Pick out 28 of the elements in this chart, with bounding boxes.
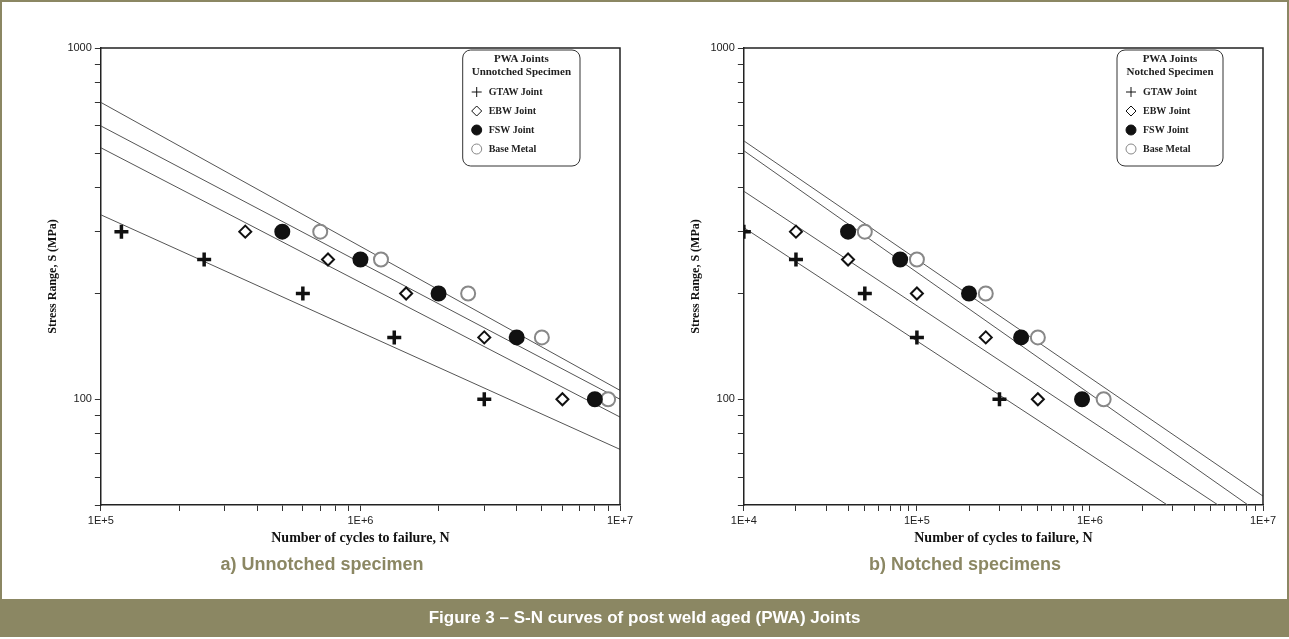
y-axis-title: Stress Range, S (MPa)	[688, 219, 703, 334]
x-tick-label: 1E+5	[903, 513, 930, 526]
legend-title: PWA Joints Unnotched Specimen	[471, 51, 571, 77]
caption: Figure 3 – S-N curves of post weld aged (PWA) Joints	[428, 608, 861, 628]
y-tick-label: 1000	[710, 41, 735, 54]
y-tick-label: 100	[73, 392, 92, 405]
legend-label: FSW Joint	[1143, 123, 1190, 135]
legend-label: EBW Joint	[1143, 104, 1192, 116]
legend-label: GTAW Joint	[1143, 85, 1198, 97]
y-tick-label: 100	[716, 392, 735, 405]
legend-label: EBW Joint	[488, 104, 537, 116]
x-tick-label: 1E+7	[607, 513, 633, 526]
x-axis-title: Number of cycles to failure, N	[914, 530, 1093, 546]
legend-label: Base Metal	[488, 142, 537, 154]
legend-title: PWA Joints Notched Specimen	[1126, 51, 1214, 77]
x-tick-label: 1E+5	[87, 513, 114, 526]
x-tick-label: 1E+6	[1076, 513, 1103, 526]
y-axis-title: Stress Range, S (MPa)	[45, 219, 60, 334]
legend-label: FSW Joint	[488, 123, 536, 135]
x-tick-label: 1E+4	[730, 513, 757, 526]
y-tick-label: 1000	[67, 41, 92, 54]
x-axis-title: Number of cycles to failure, N	[271, 530, 450, 546]
x-tick-label: 1E+6	[347, 513, 374, 526]
legend-label: GTAW Joint	[488, 85, 544, 97]
text: b) Notched specimens	[867, 554, 1062, 575]
text: a) Unnotched specimen	[219, 554, 425, 575]
legend-label: Base Metal	[1143, 142, 1191, 154]
x-tick-label: 1E+7	[1250, 513, 1276, 526]
